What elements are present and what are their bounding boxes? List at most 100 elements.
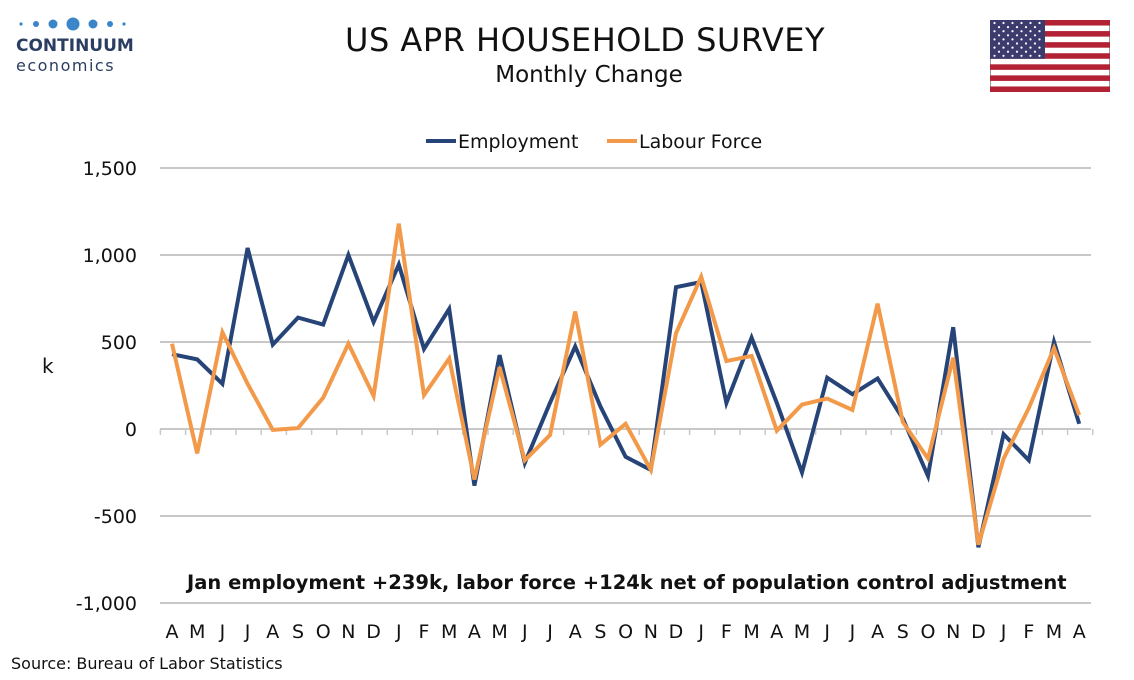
flag-star xyxy=(993,46,996,49)
flag-star xyxy=(1006,50,1010,53)
series-line-labour-force xyxy=(170,223,1082,546)
flag-star xyxy=(1033,42,1037,45)
flag-star xyxy=(1002,38,1005,41)
flag-star xyxy=(1038,30,1041,33)
flag-star xyxy=(1029,30,1032,33)
x-tick-label: O xyxy=(618,621,633,643)
x-tick-label: F xyxy=(419,621,430,643)
flag-star xyxy=(1029,21,1032,25)
flag-star xyxy=(1029,46,1032,49)
legend-label-employment: Employment xyxy=(458,131,579,153)
y-tick-label: 1,500 xyxy=(83,158,137,180)
x-tick-label: S xyxy=(292,621,304,643)
x-tick-label: F xyxy=(1023,621,1034,643)
flag-star xyxy=(1002,21,1005,25)
us-flag-icon xyxy=(990,20,1110,92)
series-line-employment xyxy=(171,247,1082,548)
logo-name: CONTINUUM xyxy=(16,36,134,56)
legend-swatch-labour-force xyxy=(607,138,637,143)
flag-star xyxy=(1006,26,1010,29)
x-tick-label: A xyxy=(166,621,179,643)
flag-star xyxy=(1002,54,1005,57)
flag-stripe xyxy=(990,31,1110,37)
chart-annotation: Jan employment +239k, labor force +124k … xyxy=(187,571,1067,594)
flag-star xyxy=(1006,42,1010,45)
y-tick-label: 500 xyxy=(101,332,137,354)
x-tick-label: J xyxy=(823,621,830,643)
x-tick-label: A xyxy=(266,621,279,643)
flag-stripe xyxy=(990,42,1110,48)
flag-star xyxy=(1024,34,1028,37)
flag-star xyxy=(1011,21,1014,25)
flag-stripe xyxy=(990,64,1110,70)
flag-star xyxy=(1024,50,1028,53)
flag-star xyxy=(993,38,996,41)
y-tick-label: 1,000 xyxy=(83,245,137,267)
flag-stripe xyxy=(990,20,1110,26)
flag-star xyxy=(1020,54,1023,57)
x-tick-label: N xyxy=(341,621,355,643)
x-tick-label: J xyxy=(697,621,704,643)
flag-star xyxy=(1033,34,1037,37)
flag-star xyxy=(1020,46,1023,49)
y-tick-label: 0 xyxy=(125,419,137,441)
x-tick-label: A xyxy=(569,621,582,643)
x-tick-label: J xyxy=(849,621,856,643)
flag-star xyxy=(1020,21,1023,25)
x-tick-label: A xyxy=(1073,621,1086,643)
x-tick-label: M xyxy=(794,621,810,643)
flag-star xyxy=(993,21,996,25)
flag-star xyxy=(1002,30,1005,33)
flag-star xyxy=(1006,34,1010,37)
flag-star xyxy=(1033,50,1037,53)
x-tick-label: S xyxy=(897,621,909,643)
x-tick-label: A xyxy=(770,621,783,643)
source-note: Source: Bureau of Labor Statistics xyxy=(11,654,283,673)
flag-star xyxy=(1011,30,1014,33)
logo-dots-icon xyxy=(19,17,126,31)
flag-star xyxy=(997,42,1001,45)
legend-item-labour-force: Labour Force xyxy=(607,131,762,153)
flag-star xyxy=(1015,50,1019,53)
flag-star xyxy=(1015,34,1019,37)
flag-star xyxy=(1011,38,1014,41)
flag-star xyxy=(1020,38,1023,41)
flag-star xyxy=(1024,26,1028,29)
flag-star xyxy=(1038,38,1041,41)
flag-star xyxy=(1020,30,1023,33)
flag-star xyxy=(997,34,1001,37)
x-tick-label: M xyxy=(491,621,507,643)
legend-swatch-employment xyxy=(426,138,456,143)
x-tick-label: F xyxy=(721,621,732,643)
x-tick-label: M xyxy=(189,621,205,643)
x-tick-label: N xyxy=(946,621,960,643)
x-tick-label: D xyxy=(669,621,684,643)
x-tick-label: J xyxy=(546,621,553,643)
x-tick-label: M xyxy=(743,621,759,643)
chart-title: US APR HOUSEHOLD SURVEY xyxy=(345,21,825,59)
x-tick-label: O xyxy=(316,621,331,643)
flag-star xyxy=(1038,21,1041,25)
x-tick-label: N xyxy=(644,621,658,643)
x-tick-label: J xyxy=(521,621,528,643)
x-tick-label: A xyxy=(871,621,884,643)
legend-item-employment: Employment xyxy=(426,131,578,153)
flag-star xyxy=(1029,38,1032,41)
x-tick-label: O xyxy=(921,621,936,643)
flag-star xyxy=(1038,54,1041,57)
legend-label-labour-force: Labour Force xyxy=(639,131,763,153)
flag-star xyxy=(1029,54,1032,57)
flag-star xyxy=(1038,46,1041,49)
y-tick-label: -500 xyxy=(94,506,137,528)
x-tick-label: D xyxy=(366,621,381,643)
flag-star xyxy=(1011,46,1014,49)
flag-star xyxy=(993,54,996,57)
x-tick-label: J xyxy=(244,621,251,643)
x-tick-label: J xyxy=(1000,621,1007,643)
x-tick-label: J xyxy=(219,621,226,643)
y-axis-label: k xyxy=(42,354,54,378)
flag-stripe xyxy=(990,75,1110,81)
flag-stripe xyxy=(990,86,1110,92)
y-tick-label: -1,000 xyxy=(76,593,137,615)
flag-star xyxy=(993,30,996,33)
